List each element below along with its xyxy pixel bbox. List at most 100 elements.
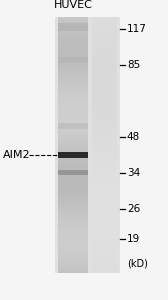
Bar (58, 209, 88, 212)
Bar (92, 247, 117, 250)
Bar (58, 177, 88, 180)
Bar (92, 241, 117, 244)
Bar (58, 174, 88, 177)
Bar (58, 238, 88, 241)
Bar (92, 132, 117, 135)
Bar (92, 49, 117, 52)
Bar (92, 52, 117, 55)
Bar (58, 193, 88, 196)
Bar (92, 238, 117, 241)
Bar (92, 222, 117, 225)
Bar (58, 77, 88, 81)
Bar (58, 212, 88, 215)
Bar (58, 16, 88, 20)
Bar (58, 97, 88, 100)
Bar (92, 23, 117, 26)
Bar (92, 90, 117, 93)
Bar (92, 94, 117, 97)
Bar (58, 36, 88, 39)
Bar (92, 110, 117, 113)
Bar (92, 64, 117, 68)
Bar (92, 45, 117, 49)
Bar (92, 129, 117, 132)
Bar (58, 68, 88, 71)
Bar (58, 151, 88, 154)
Bar (92, 183, 117, 186)
Bar (92, 167, 117, 170)
Bar (92, 250, 117, 254)
Bar (92, 138, 117, 142)
Bar (58, 190, 88, 193)
Bar (92, 84, 117, 87)
Bar (92, 225, 117, 228)
Bar (58, 23, 88, 31)
Bar (92, 180, 117, 183)
Bar (92, 97, 117, 100)
Bar (92, 100, 117, 103)
Bar (58, 39, 88, 42)
Bar (58, 55, 88, 58)
Bar (92, 26, 117, 29)
Bar (92, 254, 117, 257)
Bar (92, 177, 117, 180)
Bar (58, 186, 88, 190)
Bar (92, 16, 117, 20)
Bar (58, 87, 88, 90)
Text: 48: 48 (127, 131, 140, 142)
Bar (58, 247, 88, 250)
Bar (58, 58, 88, 62)
Bar (58, 167, 88, 170)
Bar (92, 74, 117, 77)
Bar (92, 199, 117, 203)
Bar (92, 186, 117, 190)
Bar (58, 257, 88, 260)
Bar (58, 267, 88, 270)
Bar (92, 87, 117, 90)
Bar (58, 164, 88, 167)
Bar (58, 113, 88, 116)
Bar (58, 52, 88, 55)
Bar (58, 196, 88, 199)
Bar (58, 74, 88, 77)
Bar (58, 263, 88, 267)
Bar (92, 212, 117, 215)
Bar (92, 158, 117, 161)
Bar (58, 244, 88, 247)
Text: 85: 85 (127, 59, 140, 70)
Bar (58, 161, 88, 164)
Bar (58, 148, 88, 151)
Bar (92, 263, 117, 267)
Bar (92, 206, 117, 209)
Bar (92, 122, 117, 125)
Bar (92, 77, 117, 81)
Bar (92, 119, 117, 122)
Bar (58, 199, 88, 203)
Bar (92, 244, 117, 247)
Bar (58, 183, 88, 186)
Bar (92, 71, 117, 74)
Bar (58, 20, 88, 23)
Bar (58, 103, 88, 106)
Bar (92, 125, 117, 129)
Bar (58, 57, 88, 63)
Bar (58, 100, 88, 103)
Bar (58, 170, 88, 174)
Bar (58, 241, 88, 244)
Bar (58, 116, 88, 119)
Bar (92, 145, 117, 148)
Bar (92, 29, 117, 32)
Bar (92, 106, 117, 109)
Bar (92, 196, 117, 199)
Bar (58, 42, 88, 45)
Bar (58, 254, 88, 257)
Text: 117: 117 (127, 23, 147, 34)
Bar (58, 106, 88, 109)
Bar (92, 42, 117, 45)
Bar (58, 26, 88, 29)
Bar (58, 49, 88, 52)
Bar (58, 90, 88, 93)
Bar (92, 116, 117, 119)
Bar (58, 145, 88, 148)
Bar (58, 123, 88, 129)
Bar (92, 142, 117, 145)
